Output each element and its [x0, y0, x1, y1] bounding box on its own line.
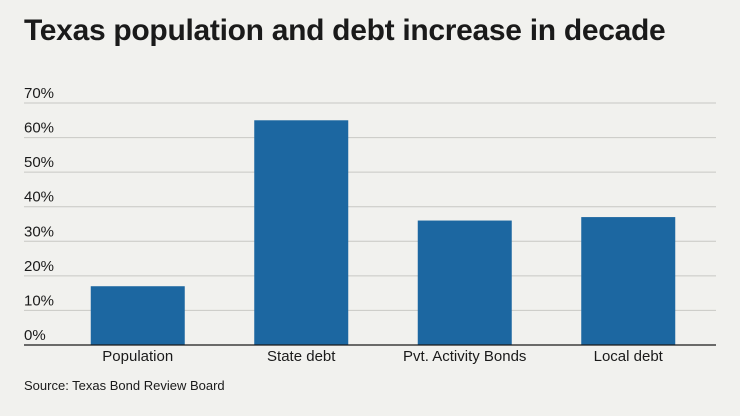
x-category-label: Local debt — [594, 348, 664, 365]
y-tick-label: 10% — [24, 292, 54, 309]
x-axis-category-labels: Population State debt Pvt. Activity Bonds L… — [102, 348, 663, 365]
y-tick-label: 50% — [24, 154, 54, 171]
x-category-label: Population — [102, 348, 173, 365]
bar-state-debt — [254, 120, 349, 346]
source-note: Source: Texas Bond Review Board — [24, 378, 225, 393]
x-category-label: State debt — [267, 348, 336, 365]
y-tick-label: 60% — [24, 120, 54, 137]
y-tick-label: 0% — [24, 327, 46, 344]
y-tick-label: 40% — [24, 189, 54, 206]
y-tick-label: 20% — [24, 258, 54, 275]
y-axis-tick-labels: 0% 10% 20% 30% 40% 50% 60% 70% — [24, 85, 54, 344]
y-tick-label: 30% — [24, 223, 54, 240]
y-tick-label: 70% — [24, 85, 54, 102]
bar-pvt-activity-bonds — [417, 220, 512, 345]
bar-population — [90, 286, 185, 345]
bars — [90, 120, 676, 346]
x-category-label: Pvt. Activity Bonds — [403, 348, 526, 365]
bar-local-debt — [581, 217, 676, 345]
chart-title: Texas population and debt increase in de… — [24, 14, 666, 47]
